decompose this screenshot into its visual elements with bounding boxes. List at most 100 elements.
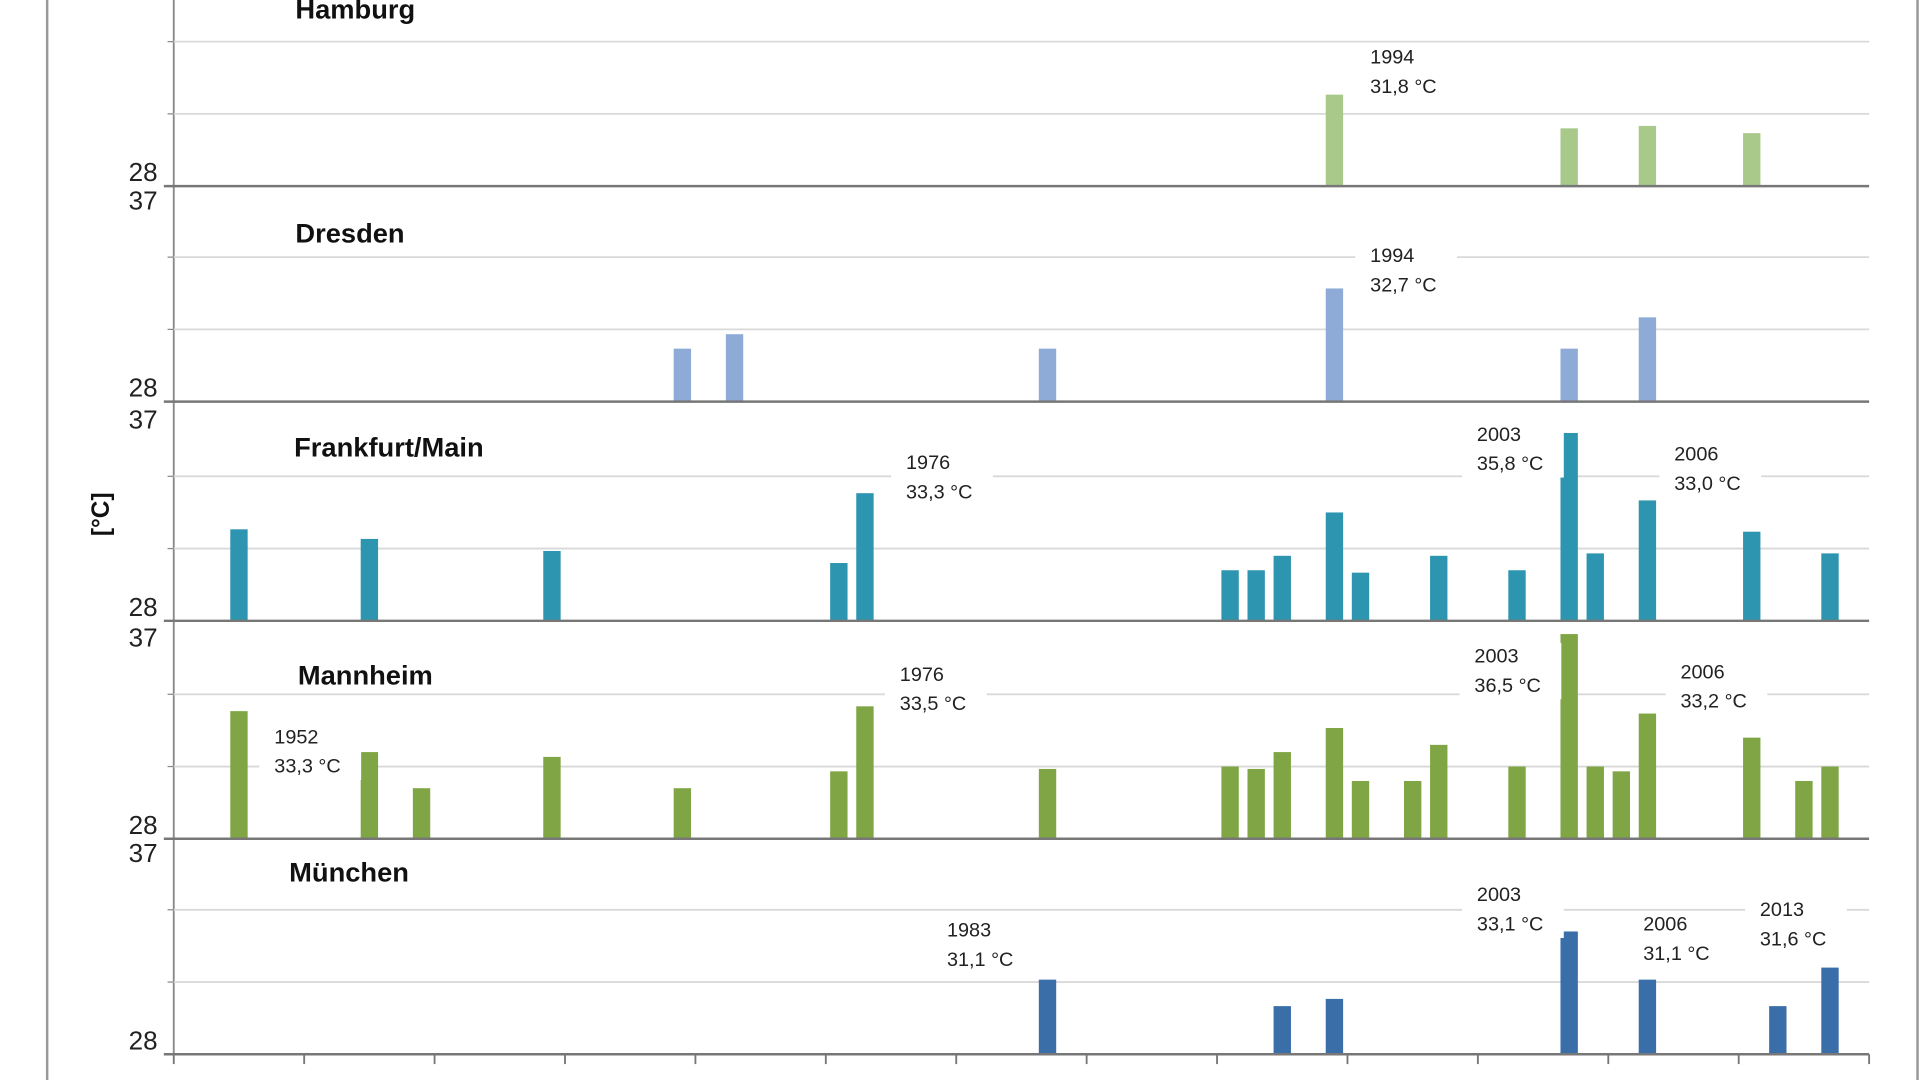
annotation-background	[1462, 881, 1564, 938]
y-tick-label-min: 28	[129, 812, 158, 840]
station-label: Dresden	[295, 218, 404, 249]
annotation-value: 31,6 °C	[1760, 928, 1826, 950]
bar-mannheim-1983	[1038, 768, 1057, 839]
bar-frankfurtmain-1990	[1221, 570, 1239, 621]
y-tick-label-max: 37	[129, 407, 158, 435]
bar-frankfurtmain-1998	[1430, 555, 1448, 621]
annotation-background	[1659, 440, 1762, 498]
y-tick-label-min: 28	[129, 159, 158, 187]
bar-frankfurtmain-2003	[1560, 432, 1578, 621]
annotation-year: 1994	[1370, 245, 1414, 267]
station-label: Frankfurt/Main	[294, 432, 484, 463]
y-tick-label-max: 37	[129, 625, 158, 653]
annotation-value: 33,0 °C	[1674, 473, 1740, 495]
bar-dresden-1994	[1325, 288, 1344, 402]
bar-mannheim-2001	[1508, 766, 1526, 839]
bar-mannheim-1990	[1221, 766, 1239, 839]
bar-mannheim-2003	[1560, 634, 1578, 839]
bar-hamburg-2006	[1638, 125, 1657, 187]
bar-hamburg-2010	[1743, 133, 1761, 187]
bar-mannheim-2004	[1586, 766, 1604, 839]
bar-mannheim-1991	[1247, 768, 1265, 839]
annotation-background	[1355, 242, 1458, 299]
bar-mannheim-1969	[673, 788, 692, 839]
annotation-year: 2003	[1474, 646, 1518, 668]
annotation-value: 35,8 °C	[1477, 453, 1543, 475]
bar-mnchen-1992	[1273, 1006, 1291, 1055]
annotation-background	[1665, 658, 1768, 716]
bar-mannheim-1994	[1325, 728, 1344, 839]
annotation-year: 2006	[1680, 661, 1724, 683]
bar-mnchen-2006	[1638, 979, 1657, 1055]
annotation-year: 2013	[1760, 899, 1804, 921]
annotation-value: 32,7 °C	[1370, 275, 1436, 297]
bar-frankfurtmain-2006	[1638, 500, 1657, 621]
bar-frankfurtmain-1995	[1351, 572, 1370, 621]
bar-mnchen-1994	[1325, 998, 1344, 1055]
bar-dresden-1969	[673, 348, 692, 402]
annotation-year: 2006	[1643, 914, 1687, 936]
annotation-year: 1952	[274, 726, 318, 748]
bar-frankfurtmain-1976	[856, 493, 874, 621]
annotation-year: 1976	[900, 664, 944, 686]
bar-mannheim-2012	[1795, 780, 1813, 839]
bar-mnchen-2003	[1560, 931, 1578, 1055]
bar-mannheim-1975	[830, 771, 848, 839]
bar-mannheim-1995	[1351, 780, 1370, 839]
bar-mnchen-2013	[1821, 967, 1839, 1055]
bar-hamburg-2003	[1560, 128, 1578, 187]
bar-dresden-2006	[1638, 317, 1657, 402]
annotation-value: 31,1 °C	[947, 949, 1013, 971]
bar-mannheim-1959	[412, 788, 431, 839]
annotation-year: 2003	[1477, 884, 1521, 906]
bar-frankfurtmain-1975	[830, 563, 848, 621]
station-label: Mannheim	[298, 660, 433, 691]
bar-mannheim-2005	[1612, 771, 1631, 839]
bar-frankfurtmain-1952	[230, 529, 248, 621]
bar-mannheim-2006	[1638, 713, 1657, 839]
bar-frankfurtmain-1957	[360, 538, 379, 621]
bar-hamburg-1994	[1325, 94, 1344, 187]
bar-mannheim-1964	[543, 756, 561, 839]
bar-frankfurtmain-2004	[1586, 553, 1604, 621]
bar-mannheim-1952	[230, 711, 248, 839]
annotation-year: 1994	[1370, 47, 1414, 69]
annotation-value: 33,5 °C	[900, 693, 966, 715]
annotation-value: 33,3 °C	[274, 756, 340, 778]
annotation-value: 33,3 °C	[906, 481, 972, 503]
bar-mnchen-1983	[1038, 979, 1057, 1055]
station-label: Hamburg	[295, 0, 415, 24]
bar-mannheim-1992	[1273, 752, 1291, 839]
bar-frankfurtmain-1992	[1273, 555, 1291, 621]
station-label: München	[289, 857, 409, 888]
bar-dresden-1983	[1038, 348, 1057, 402]
y-tick-label-min: 28	[129, 1028, 158, 1056]
bar-mnchen-2011	[1769, 1006, 1787, 1055]
bar-frankfurtmain-2001	[1508, 570, 1526, 621]
annotation-background	[1745, 896, 1847, 953]
annotation-background	[884, 661, 987, 718]
annotation-year: 1983	[947, 920, 991, 942]
annotation-background	[1628, 911, 1731, 968]
annotation-value: 31,1 °C	[1643, 943, 1709, 965]
annotation-background	[932, 917, 1034, 974]
annotation-year: 2003	[1477, 424, 1521, 446]
annotation-value: 33,2 °C	[1680, 691, 1746, 713]
bar-mannheim-1998	[1430, 744, 1448, 839]
annotation-value: 33,1 °C	[1477, 914, 1543, 936]
annotation-background	[1462, 421, 1564, 478]
y-tick-label-max: 37	[129, 840, 158, 868]
bar-dresden-2003	[1560, 348, 1578, 402]
bar-frankfurtmain-2013	[1821, 553, 1839, 621]
bar-frankfurtmain-1991	[1247, 570, 1265, 621]
y-axis-label: [°C]	[88, 492, 115, 536]
bar-mannheim-2010	[1743, 737, 1761, 839]
annotation-year: 2006	[1674, 444, 1718, 466]
bar-frankfurtmain-2010	[1743, 531, 1761, 621]
bar-mannheim-1997	[1403, 780, 1422, 839]
bar-dresden-1971	[725, 334, 744, 402]
y-tick-label-max: 37	[129, 188, 158, 216]
bar-frankfurtmain-1994	[1325, 512, 1344, 621]
annotation-background	[1355, 44, 1458, 101]
bar-mannheim-1976	[856, 706, 874, 839]
